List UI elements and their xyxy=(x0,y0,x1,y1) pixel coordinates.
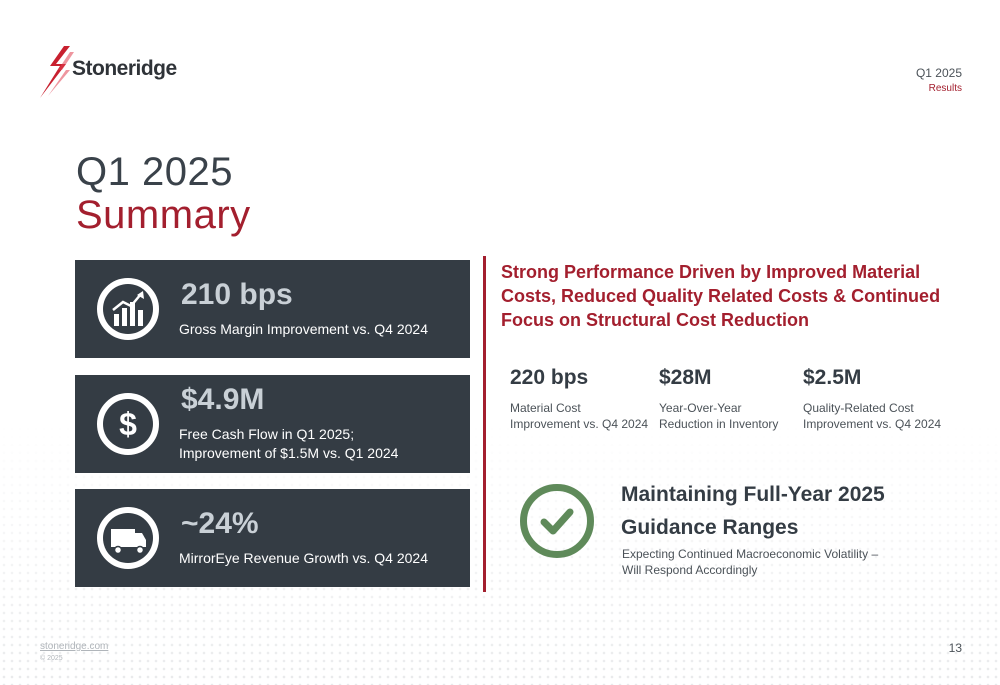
growth-chart-icon xyxy=(97,278,159,340)
metric-value: 220 bps xyxy=(510,366,589,389)
metric-description: Quality-Related Cost Improvement vs. Q4 … xyxy=(803,400,941,432)
metric-description-line2: Improvement vs. Q4 2024 xyxy=(510,417,649,431)
logo-mark-icon xyxy=(40,46,74,98)
kpi-description-line1: Free Cash Flow in Q1 2025; xyxy=(179,426,355,442)
corner-results: Results xyxy=(928,83,962,94)
metric-quality-cost: $2.5M Quality-Related Cost Improvement v… xyxy=(803,366,941,432)
metric-description-line1: Year-Over-Year xyxy=(659,401,742,415)
kpi-description: MirrorEye Revenue Growth vs. Q4 2024 xyxy=(179,550,428,566)
guidance-subtitle-line2: Will Respond Accordingly xyxy=(622,563,758,577)
checkmark-icon xyxy=(520,484,594,558)
kpi-description: Gross Margin Improvement vs. Q4 2024 xyxy=(179,321,428,337)
metric-description-line2: Improvement vs. Q4 2024 xyxy=(803,417,942,431)
kpi-card-mirroreye: ~24% MirrorEye Revenue Growth vs. Q4 202… xyxy=(75,489,470,587)
metric-description: Material Cost Improvement vs. Q4 2024 xyxy=(510,400,648,432)
guidance-title-line1: Maintaining Full-Year 2025 xyxy=(621,483,885,506)
corner-quarter: Q1 2025 xyxy=(915,66,962,80)
truck-icon xyxy=(97,507,159,569)
kpi-value: ~24% xyxy=(181,507,259,540)
logo-text: Stoneridge xyxy=(72,57,177,80)
metric-description-line1: Quality-Related Cost xyxy=(803,401,914,415)
kpi-value: 210 bps xyxy=(181,278,293,311)
kpi-card-free-cash-flow: $ $4.9M Free Cash Flow in Q1 2025; Impro… xyxy=(75,375,470,473)
svg-text:$: $ xyxy=(119,406,137,442)
metric-description-line2: Reduction in Inventory xyxy=(659,417,779,431)
guidance-title: Maintaining Full-Year 2025 Guidance Rang… xyxy=(621,478,961,544)
performance-headline: Strong Performance Driven by Improved Ma… xyxy=(501,262,941,330)
guidance-title-line2: Guidance Ranges xyxy=(621,516,799,539)
metric-value: $28M xyxy=(659,366,712,389)
footer-copyright: © 2025 xyxy=(40,655,63,662)
page-number: 13 xyxy=(948,641,962,655)
corner-label: Q1 2025 Results xyxy=(916,66,962,94)
guidance-subtitle-line1: Expecting Continued Macroeconomic Volati… xyxy=(622,547,879,561)
kpi-description-line2: Improvement of $1.5M vs. Q1 2024 xyxy=(179,445,399,461)
divider-line xyxy=(483,256,486,592)
kpi-value: $4.9M xyxy=(181,383,265,416)
dollar-icon: $ xyxy=(97,393,159,455)
metric-value: $2.5M xyxy=(803,366,862,389)
metric-material-cost: 220 bps Material Cost Improvement vs. Q4… xyxy=(510,366,648,432)
metric-inventory: $28M Year-Over-Year Reduction in Invento… xyxy=(659,366,778,432)
page-title-line1: Q1 2025 xyxy=(76,150,233,194)
kpi-card-gross-margin: 210 bps Gross Margin Improvement vs. Q4 … xyxy=(75,260,470,358)
guidance-subtitle: Expecting Continued Macroeconomic Volati… xyxy=(622,546,942,578)
metric-description-line1: Material Cost xyxy=(510,401,581,415)
page-title-line2: Summary xyxy=(76,193,251,237)
footer-website-link[interactable]: stoneridge.com xyxy=(40,641,109,652)
metric-description: Year-Over-Year Reduction in Inventory xyxy=(659,400,778,432)
